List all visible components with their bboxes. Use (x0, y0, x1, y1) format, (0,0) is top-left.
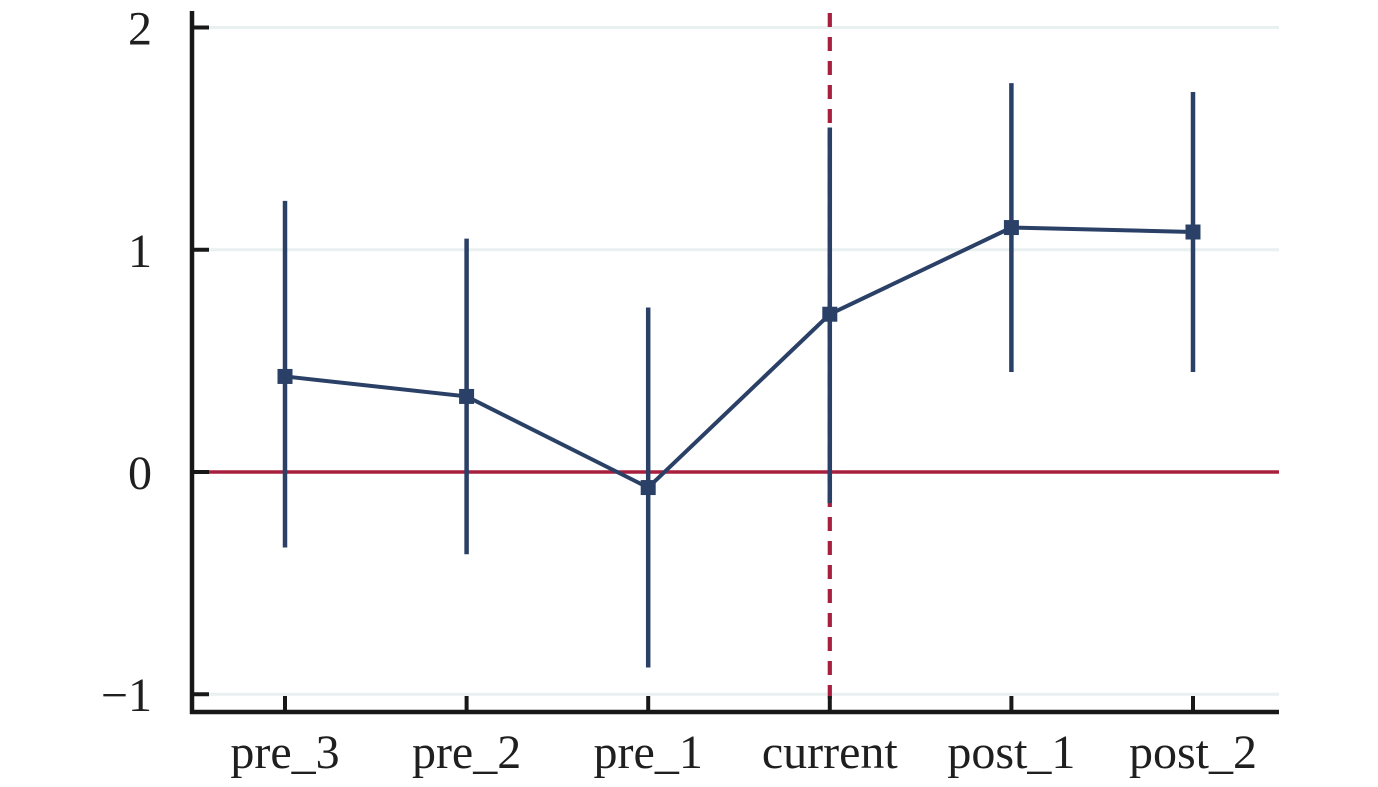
point-marker-pre_3 (277, 368, 293, 384)
x-tick-label-pre_2: pre_2 (412, 726, 521, 779)
x-tick-label-pre_3: pre_3 (230, 726, 339, 779)
x-tick-label-post_2: post_2 (1129, 726, 1257, 779)
x-tick-label-pre_1: pre_1 (594, 726, 703, 779)
point-marker-post_1 (1003, 220, 1019, 236)
point-marker-pre_1 (640, 480, 656, 496)
x-tick-label-current: current (762, 726, 899, 779)
y-tick-label-1: 1 (128, 225, 152, 278)
point-marker-post_2 (1185, 224, 1201, 240)
y-tick-label-0: 0 (128, 447, 152, 500)
x-tick-label-post_1: post_1 (947, 726, 1075, 779)
point-marker-current (822, 306, 838, 322)
y-tick-label-2: 2 (128, 3, 152, 56)
estimate-line (284, 225, 1194, 490)
point-marker-pre_2 (459, 388, 475, 404)
y-tick-label--1: −1 (101, 669, 152, 722)
